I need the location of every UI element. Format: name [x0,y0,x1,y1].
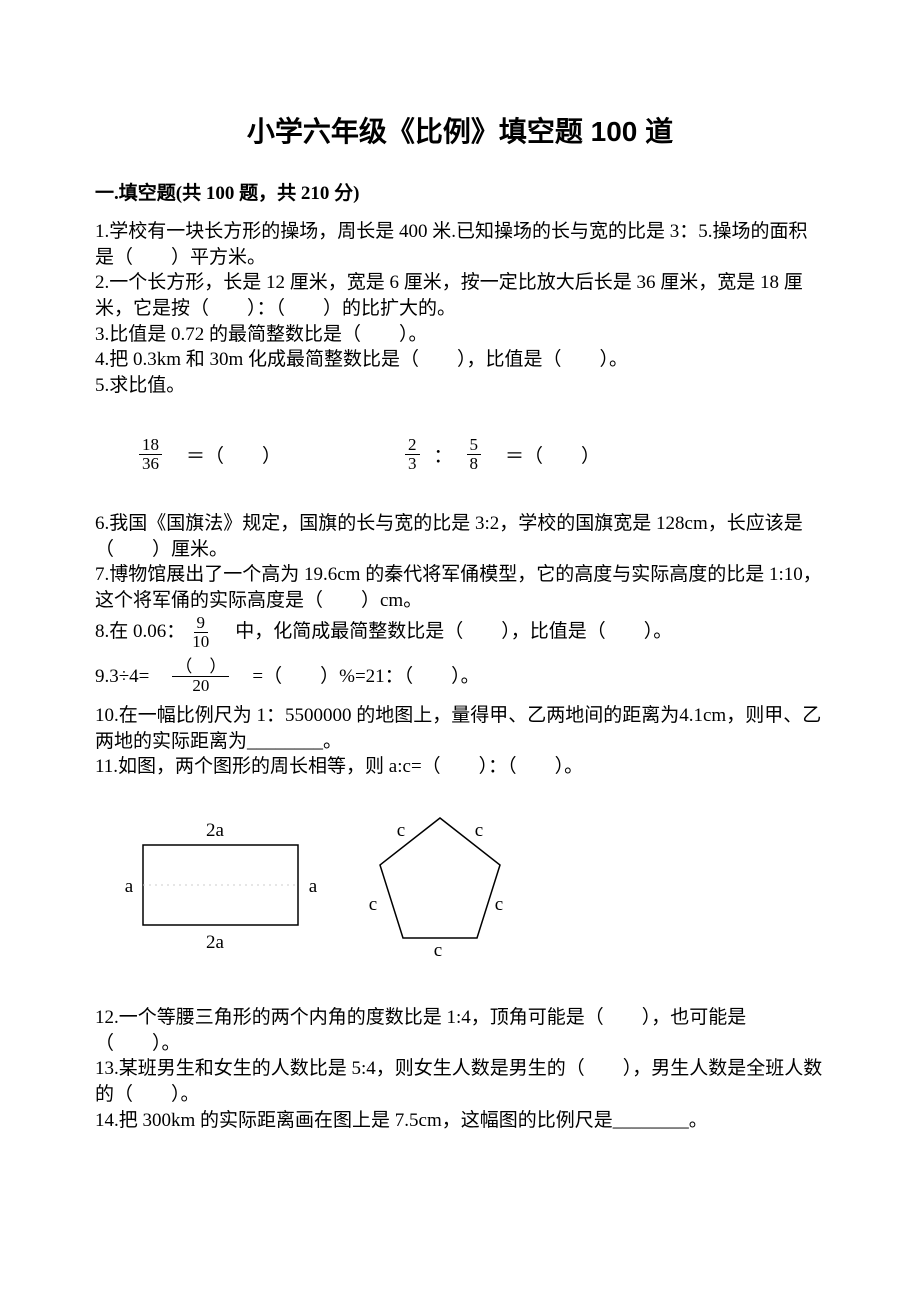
q8-pre: 8.在 0.06： [95,619,185,645]
question-9: 9.3÷4= （ ） 20 =（ ）%=21：（ ）。 [95,658,825,695]
fraction-denominator: 20 [189,677,212,695]
fraction-denominator: 10 [189,633,212,651]
fraction-icon: 2 3 [405,436,420,473]
rect-label-bottom: 2a [206,932,225,953]
q8-post: 中，化简成最简整数比是（ ），比值是（ ）。 [216,619,672,645]
q5-expr1-eq: ＝（ ） [186,441,281,468]
q9-post: =（ ）%=21：（ ）。 [233,664,479,690]
fraction-numerator: 18 [139,436,162,455]
question-12: 12.一个等腰三角形的两个内角的度数比是 1:4，顶角可能是（ ），也可能是（ … [95,1005,825,1056]
question-7: 7.博物馆展出了一个高为 19.6cm 的秦代将军俑模型，它的高度与实际高度的比… [95,562,825,613]
fraction-numerator: 9 [194,614,209,633]
fraction-icon: 5 8 [467,436,482,473]
question-11-diagrams: 2a 2a a a c c c c c [115,810,825,965]
fraction-icon: （ ） 20 [172,658,229,695]
fraction-denominator: 8 [467,455,482,473]
pentagon-edge-label: c [475,820,483,841]
question-3: 3.比值是 0.72 的最简整数比是（ ）。 [95,322,825,348]
fraction-denominator: 36 [139,455,162,473]
q9-pre: 9.3÷4= [95,664,168,690]
pentagon-diagram-icon: c c c c c [365,810,525,965]
fraction-denominator: 3 [405,455,420,473]
pentagon-edge-label: c [369,894,377,915]
section-heading: 一.填空题(共 100 题，共 210 分) [95,178,825,205]
pentagon-edge-label: c [397,820,405,841]
question-2: 2.一个长方形，长是 12 厘米，宽是 6 厘米，按一定比放大后长是 36 厘米… [95,270,825,321]
question-10: 10.在一幅比例尺为 1：5500000 的地图上，量得甲、乙两地间的距离为4.… [95,703,825,754]
q5-expr-2: 2 3 ： 5 8 ＝（ ） [401,436,600,473]
question-5-label: 5.求比值。 [95,373,825,399]
question-8: 8.在 0.06： 9 10 中，化简成最简整数比是（ ），比值是（ ）。 [95,614,825,651]
question-1: 1.学校有一块长方形的操场，周长是 400 米.已知操场的长与宽的比是 3：5.… [95,219,825,270]
rect-label-left: a [125,876,134,897]
question-11: 11.如图，两个图形的周长相等，则 a:c=（ ）：（ ）。 [95,754,825,780]
pentagon-edge-label: c [495,894,503,915]
question-13: 13.某班男生和女生的人数比是 5:4，则女生人数是男生的（ ），男生人数是全班… [95,1056,825,1107]
colon-text: ： [434,441,453,468]
question-14: 14.把 300km 的实际距离画在图上是 7.5cm，这幅图的比例尺是____… [95,1108,825,1134]
fraction-icon: 18 36 [139,436,162,473]
question-4: 4.把 0.3km 和 30m 化成最简整数比是（ ），比值是（ ）。 [95,347,825,373]
rectangle-diagram-icon: 2a 2a a a [115,810,325,960]
question-5-expressions: 18 36 ＝（ ） 2 3 ： 5 8 ＝（ ） [135,436,825,473]
document-title: 小学六年级《比例》填空题 100 道 [95,110,825,150]
fraction-numerator: 2 [405,436,420,455]
q5-expr-1: 18 36 ＝（ ） [135,436,281,473]
q5-expr2-eq: ＝（ ） [505,441,600,468]
question-6: 6.我国《国旗法》规定，国旗的长与宽的比是 3:2，学校的国旗宽是 128cm，… [95,511,825,562]
rect-label-right: a [309,876,318,897]
fraction-icon: 9 10 [189,614,212,651]
rect-label-top: 2a [206,820,225,841]
fraction-numerator: 5 [467,436,482,455]
pentagon-edge-label: c [434,940,442,961]
page: 小学六年级《比例》填空题 100 道 一.填空题(共 100 题，共 210 分… [0,0,920,1302]
fraction-numerator: （ ） [172,658,229,677]
